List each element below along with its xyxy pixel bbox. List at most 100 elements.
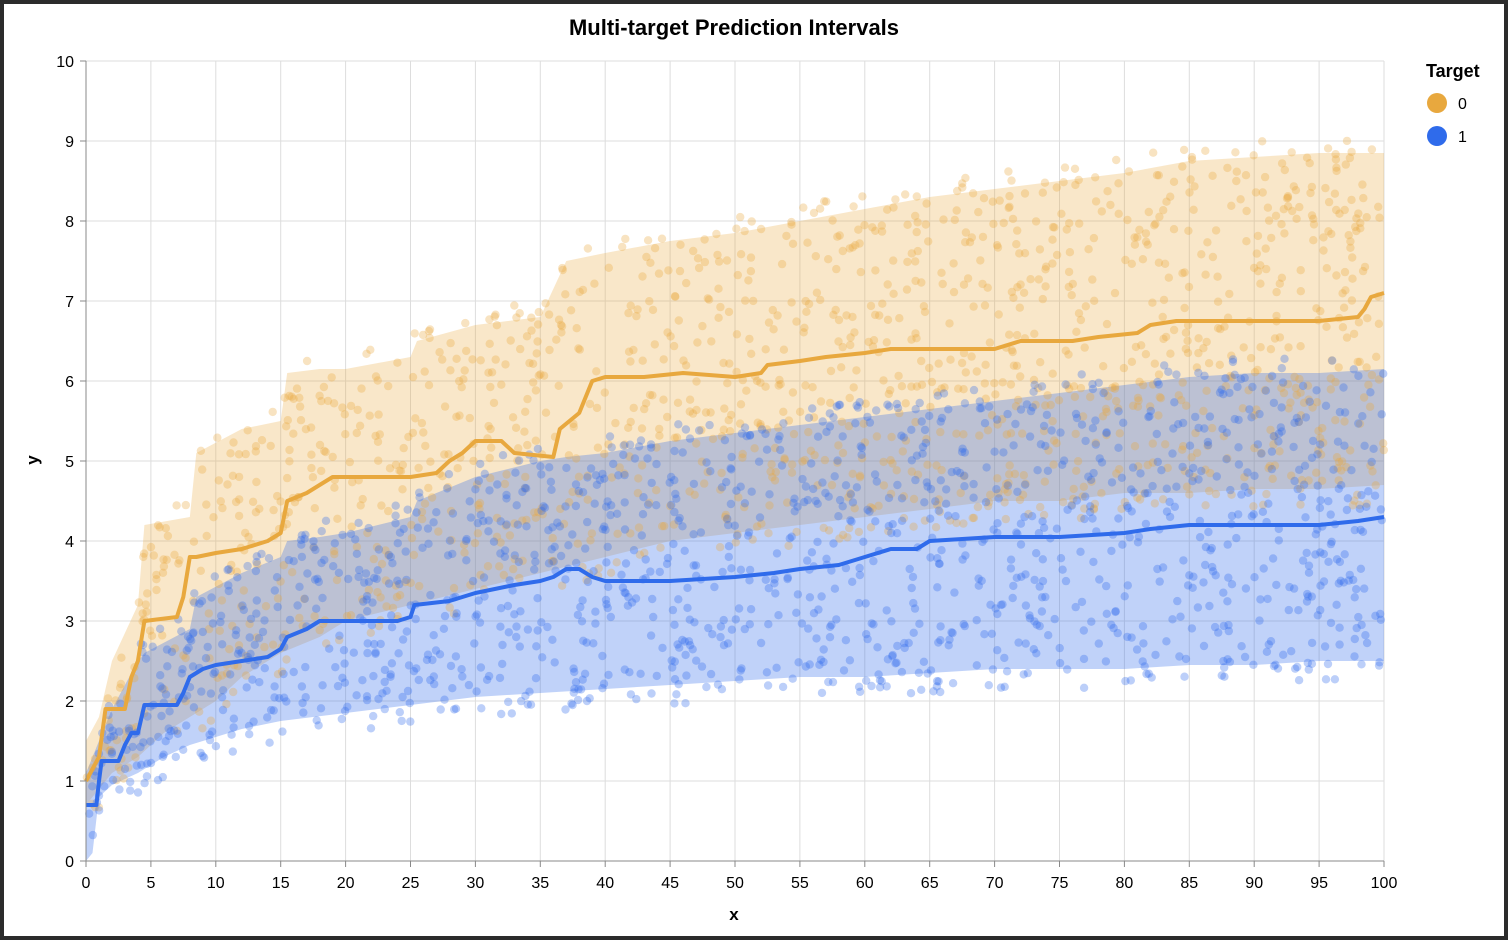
scatter-point-target-1 — [1009, 581, 1018, 591]
scatter-point-target-1 — [413, 523, 422, 532]
scatter-point-target-1 — [919, 657, 929, 666]
scatter-point-target-1 — [1022, 400, 1032, 409]
scatter-point-target-0 — [523, 440, 532, 450]
scatter-point-target-1 — [237, 648, 246, 657]
scatter-point-target-1 — [926, 514, 935, 523]
scatter-point-target-0 — [1270, 334, 1280, 343]
scatter-point-target-0 — [365, 411, 374, 420]
scatter-point-target-1 — [1021, 570, 1030, 579]
scatter-point-target-0 — [954, 384, 963, 393]
scatter-point-target-1 — [105, 723, 114, 732]
scatter-point-target-1 — [636, 669, 645, 678]
scatter-point-target-0 — [1303, 381, 1313, 390]
scatter-point-target-0 — [693, 338, 702, 347]
scatter-point-target-0 — [624, 347, 634, 356]
scatter-point-target-0 — [917, 380, 927, 389]
scatter-point-target-1 — [440, 611, 450, 621]
scatter-point-target-1 — [1347, 466, 1356, 475]
scatter-point-target-0 — [1080, 343, 1089, 352]
scatter-point-target-1 — [1268, 554, 1278, 563]
scatter-point-target-0 — [1084, 245, 1093, 254]
scatter-point-target-0 — [919, 302, 929, 311]
scatter-point-target-1 — [755, 513, 765, 522]
scatter-point-target-0 — [714, 313, 723, 322]
scatter-point-target-0 — [1266, 345, 1276, 354]
scatter-point-target-1 — [224, 586, 233, 596]
scatter-point-target-1 — [933, 554, 942, 563]
scatter-point-target-1 — [362, 692, 372, 701]
scatter-point-target-1 — [756, 638, 766, 648]
scatter-point-target-0 — [1097, 489, 1106, 498]
scatter-point-target-1 — [1305, 397, 1314, 406]
scatter-point-target-1 — [368, 598, 377, 607]
scatter-point-target-0 — [804, 427, 813, 437]
scatter-point-target-1 — [1037, 593, 1047, 602]
scatter-point-target-0 — [1295, 202, 1304, 212]
scatter-point-target-1 — [1222, 455, 1231, 464]
scatter-point-target-1 — [631, 594, 641, 603]
scatter-point-target-0 — [1211, 226, 1221, 235]
scatter-point-target-0 — [956, 488, 965, 498]
scatter-point-target-0 — [795, 407, 805, 416]
scatter-point-target-0 — [779, 345, 789, 354]
scatter-point-target-1 — [233, 649, 243, 658]
scatter-point-target-0 — [1064, 267, 1074, 277]
scatter-point-target-1 — [273, 602, 282, 612]
scatter-point-target-1 — [764, 584, 773, 593]
scatter-point-target-0 — [1347, 296, 1357, 305]
scatter-point-target-1 — [495, 673, 505, 683]
scatter-point-target-1 — [1058, 460, 1067, 469]
scatter-point-target-0 — [1019, 288, 1029, 297]
scatter-point-target-1 — [923, 482, 932, 491]
scatter-point-target-1 — [1377, 410, 1386, 419]
scatter-point-target-1 — [602, 600, 611, 609]
scatter-point-target-0 — [223, 480, 232, 489]
scatter-point-target-1 — [1153, 377, 1162, 387]
scatter-point-target-1 — [1350, 652, 1359, 661]
scatter-point-target-1 — [393, 539, 402, 548]
scatter-point-target-1 — [1313, 450, 1322, 459]
scatter-point-target-0 — [1189, 472, 1198, 482]
scatter-point-target-1 — [1123, 581, 1133, 590]
scatter-point-target-0 — [950, 215, 959, 225]
scatter-point-target-0 — [514, 444, 523, 453]
scatter-point-target-1 — [897, 431, 906, 440]
scatter-point-target-1 — [1160, 361, 1169, 370]
scatter-point-target-0 — [421, 441, 430, 451]
scatter-point-target-0 — [1013, 283, 1022, 292]
scatter-point-target-0 — [1071, 180, 1080, 190]
scatter-point-target-0 — [886, 489, 896, 499]
scatter-point-target-1 — [1354, 419, 1363, 428]
scatter-point-target-1 — [252, 552, 261, 561]
scatter-point-target-1 — [270, 586, 279, 595]
scatter-point-target-1 — [667, 656, 676, 665]
scatter-point-target-1 — [415, 493, 424, 502]
scatter-point-target-0 — [1148, 458, 1158, 467]
scatter-point-target-0 — [1208, 252, 1218, 262]
scatter-point-target-0 — [1008, 214, 1018, 224]
scatter-point-target-0 — [1012, 330, 1022, 340]
scatter-point-target-1 — [681, 650, 690, 660]
scatter-point-target-1 — [830, 472, 839, 481]
scatter-point-target-0 — [899, 492, 909, 501]
scatter-point-target-1 — [883, 655, 893, 664]
scatter-point-target-1 — [1225, 657, 1235, 667]
scatter-point-target-0 — [1156, 394, 1166, 403]
scatter-point-target-0 — [720, 404, 729, 413]
scatter-point-target-0 — [1052, 183, 1062, 192]
scatter-point-target-1 — [600, 522, 609, 531]
scatter-point-target-1 — [1355, 504, 1365, 513]
scatter-point-target-1 — [939, 389, 949, 398]
scatter-point-target-1 — [570, 667, 579, 677]
scatter-point-target-1 — [1345, 570, 1355, 580]
scatter-point-target-0 — [1247, 486, 1256, 495]
scatter-point-target-1 — [1259, 564, 1268, 573]
scatter-point-target-0 — [1097, 207, 1107, 216]
scatter-point-target-0 — [1275, 333, 1285, 342]
scatter-point-target-1 — [674, 516, 683, 525]
scatter-point-target-1 — [85, 809, 94, 818]
scatter-point-target-1 — [1329, 465, 1338, 474]
scatter-point-target-0 — [640, 404, 649, 414]
scatter-point-target-1 — [1354, 371, 1363, 381]
scatter-point-target-1 — [301, 530, 310, 539]
